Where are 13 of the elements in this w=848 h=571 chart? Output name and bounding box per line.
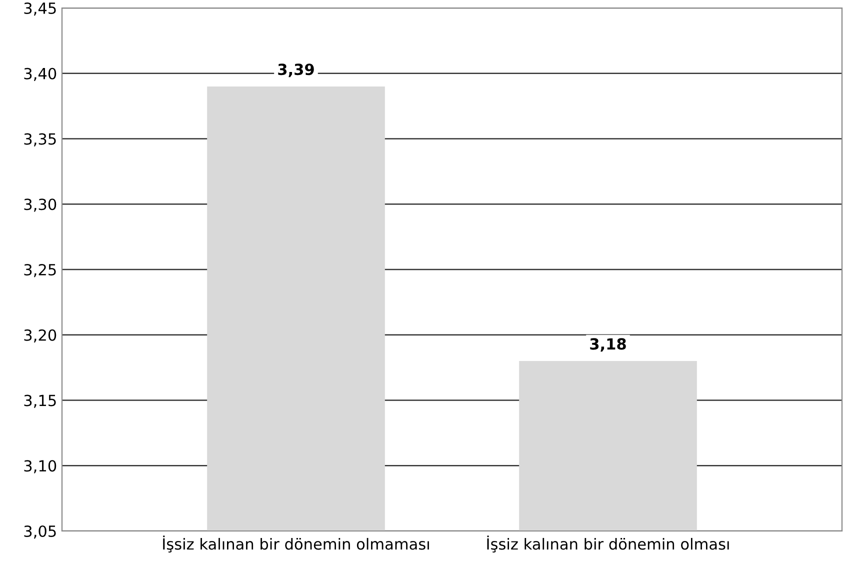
y-tick-label: 3,05 (24, 525, 56, 539)
y-tick-label: 3,30 (24, 198, 56, 212)
y-tick-label: 3,40 (24, 68, 56, 81)
x-tick-label: İşsiz kalınan bir dönemin olması (487, 536, 729, 553)
y-tick-label: 3,35 (24, 133, 56, 146)
y-tick-label: 3,10 (24, 460, 56, 474)
data-label: 3,18 (590, 338, 626, 352)
y-tick-label: 3,45 (24, 2, 56, 16)
y-tick-label: 3,25 (24, 264, 56, 278)
data-label: 3,39 (278, 64, 314, 78)
y-tick-label: 3,20 (24, 329, 56, 342)
x-tick-label: İşsiz kalınan bir dönemin olmaması (163, 536, 429, 553)
y-tick-label: 3,15 (24, 394, 56, 408)
